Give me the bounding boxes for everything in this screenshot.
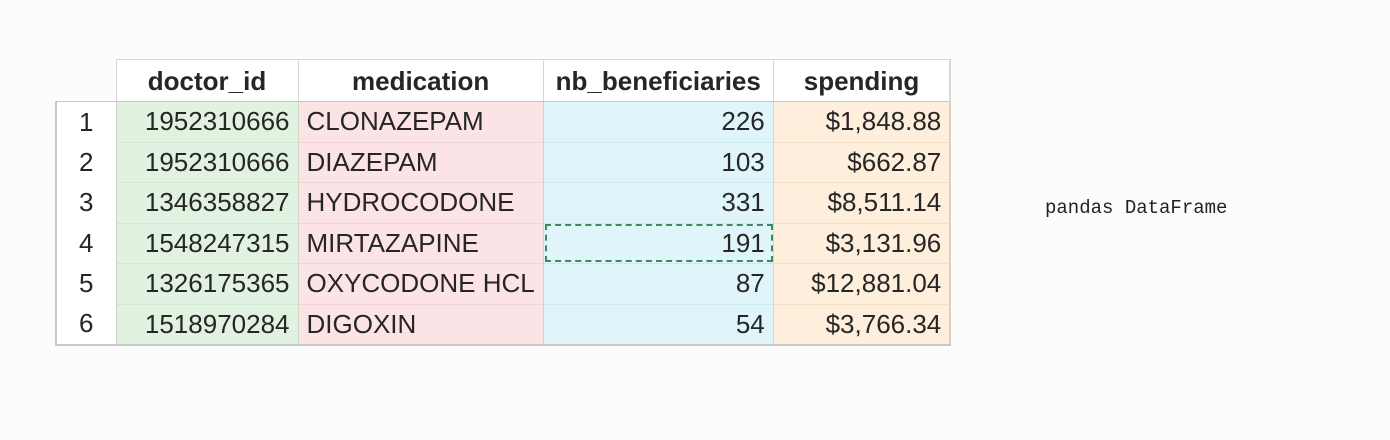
table-row: 1 1952310666 CLONAZEPAM 226 $1,848.88 <box>55 101 952 143</box>
column-header-nb-beneficiaries[interactable]: nb_beneficiaries <box>542 59 774 102</box>
caption-label: pandas DataFrame <box>1045 197 1228 219</box>
cell-spending[interactable]: $3,766.34 <box>773 304 952 346</box>
cell-spending[interactable]: $662.87 <box>773 142 952 183</box>
cell-medication[interactable]: MIRTAZAPINE <box>298 223 544 264</box>
table-row: 2 1952310666 DIAZEPAM 103 $662.87 <box>55 142 952 183</box>
column-header-medication[interactable]: medication <box>297 59 544 102</box>
cell-spending[interactable]: $1,848.88 <box>773 101 952 143</box>
cell-nb-beneficiaries[interactable]: 331 <box>543 182 774 224</box>
cell-medication[interactable]: OXYCODONE HCL <box>298 263 544 305</box>
row-index[interactable]: 3 <box>55 182 117 223</box>
cell-medication[interactable]: HYDROCODONE <box>298 182 544 224</box>
table-row: 4 1548247315 MIRTAZAPINE 191 $3,131.96 <box>55 223 952 264</box>
cell-doctor-id[interactable]: 1952310666 <box>116 101 299 143</box>
row-index[interactable]: 6 <box>55 304 117 346</box>
cell-medication[interactable]: DIGOXIN <box>298 304 544 346</box>
dataframe-table: doctor_id medication nb_beneficiaries sp… <box>55 59 952 346</box>
row-index[interactable]: 5 <box>55 263 117 304</box>
table-row: 5 1326175365 OXYCODONE HCL 87 $12,881.04 <box>55 263 952 305</box>
cell-medication[interactable]: DIAZEPAM <box>298 142 544 183</box>
row-index[interactable]: 1 <box>55 101 117 142</box>
table-row: 3 1346358827 HYDROCODONE 331 $8,511.14 <box>55 182 952 224</box>
header-row: doctor_id medication nb_beneficiaries sp… <box>56 59 952 102</box>
cell-spending[interactable]: $3,131.96 <box>773 223 952 264</box>
cell-nb-beneficiaries[interactable]: 103 <box>543 142 774 183</box>
selected-cell-nb-beneficiaries[interactable]: 191 <box>543 223 774 264</box>
cell-nb-beneficiaries[interactable]: 87 <box>543 263 774 305</box>
column-header-spending[interactable]: spending <box>772 59 952 102</box>
cell-doctor-id[interactable]: 1346358827 <box>116 182 299 224</box>
cell-spending[interactable]: $12,881.04 <box>773 263 952 305</box>
cell-medication[interactable]: CLONAZEPAM <box>298 101 544 143</box>
cell-nb-beneficiaries[interactable]: 54 <box>543 304 774 346</box>
table-row: 6 1518970284 DIGOXIN 54 $3,766.34 <box>55 304 952 346</box>
cell-doctor-id[interactable]: 1548247315 <box>116 223 299 264</box>
column-header-doctor-id[interactable]: doctor_id <box>115 59 299 102</box>
cell-doctor-id[interactable]: 1518970284 <box>116 304 299 346</box>
row-index[interactable]: 4 <box>55 223 117 264</box>
cell-doctor-id[interactable]: 1326175365 <box>116 263 299 305</box>
cell-nb-beneficiaries[interactable]: 226 <box>543 101 774 143</box>
row-index[interactable]: 2 <box>55 142 117 183</box>
cell-spending[interactable]: $8,511.14 <box>773 182 952 224</box>
corner-cell <box>56 59 117 102</box>
cell-doctor-id[interactable]: 1952310666 <box>116 142 299 183</box>
